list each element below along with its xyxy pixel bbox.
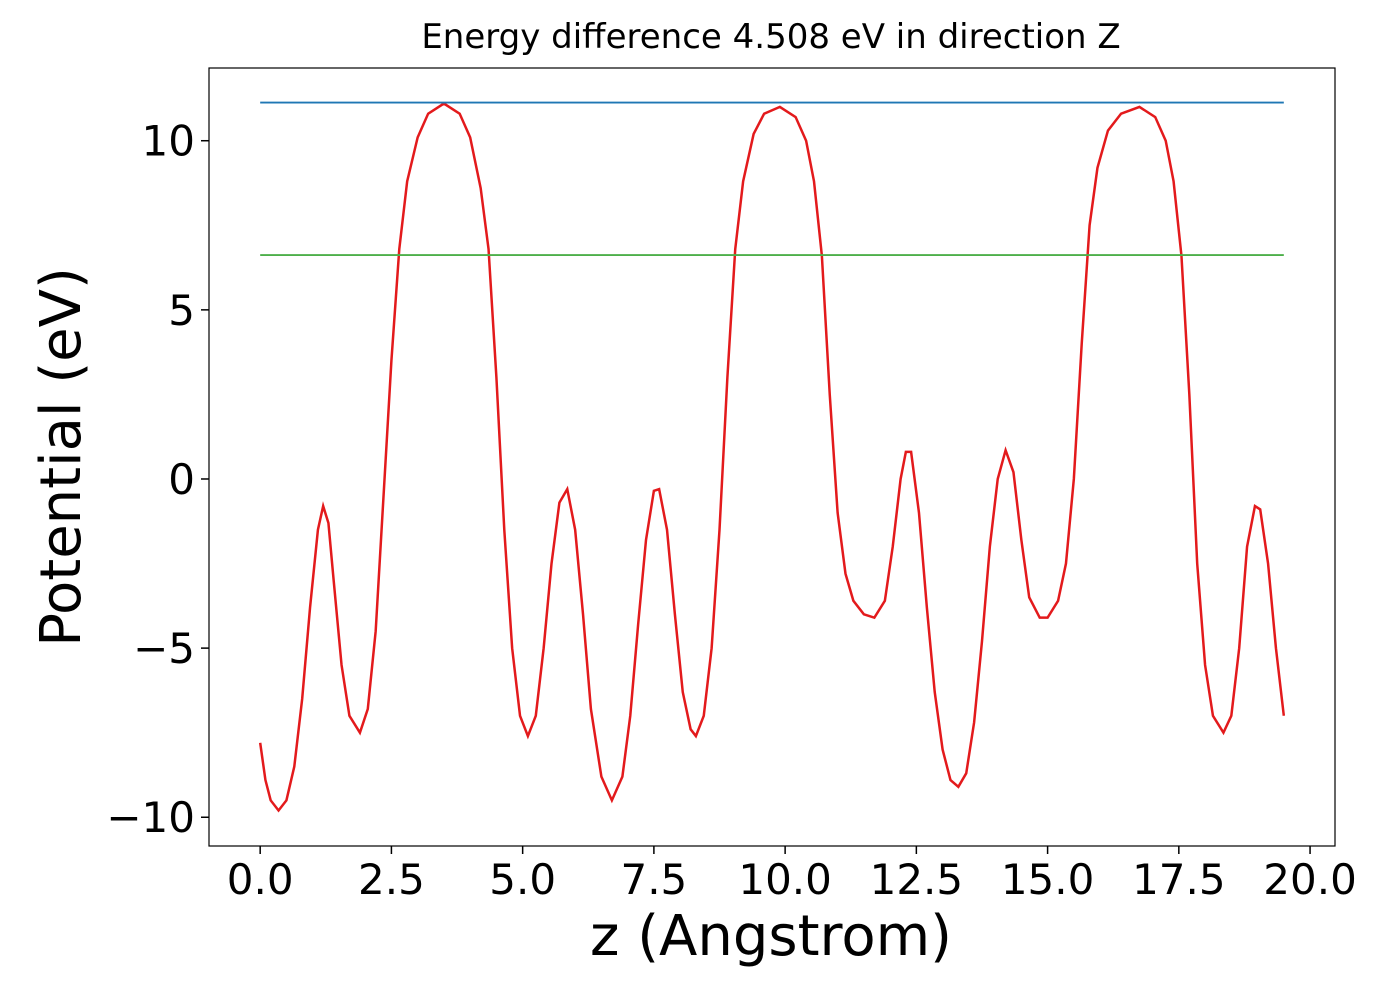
x-tick-label: 7.5 (620, 855, 687, 904)
x-tick-label: 0.0 (227, 855, 294, 904)
y-tick-label: −5 (133, 624, 195, 673)
x-tick-label: 12.5 (870, 855, 964, 904)
y-tick-label: 10 (142, 117, 195, 166)
x-tick-label: 5.0 (489, 855, 556, 904)
y-axis-label: Potential (eV) (29, 267, 94, 647)
x-tick-label: 10.0 (738, 855, 832, 904)
x-tick-label: 20.0 (1263, 855, 1357, 904)
x-axis-label: z (Angstrom) (590, 904, 952, 969)
x-tick-label: 15.0 (1001, 855, 1095, 904)
y-tick-label: 5 (168, 286, 195, 335)
plot-frame (208, 67, 1336, 847)
x-tick-label: 17.5 (1132, 855, 1226, 904)
y-tick-label: −10 (106, 793, 195, 842)
line (258, 102, 1286, 813)
x-tick-label: 2.5 (358, 855, 425, 904)
chart-title: Energy difference 4.508 eV in direction … (421, 17, 1120, 57)
y-tick-label: 0 (168, 455, 195, 504)
